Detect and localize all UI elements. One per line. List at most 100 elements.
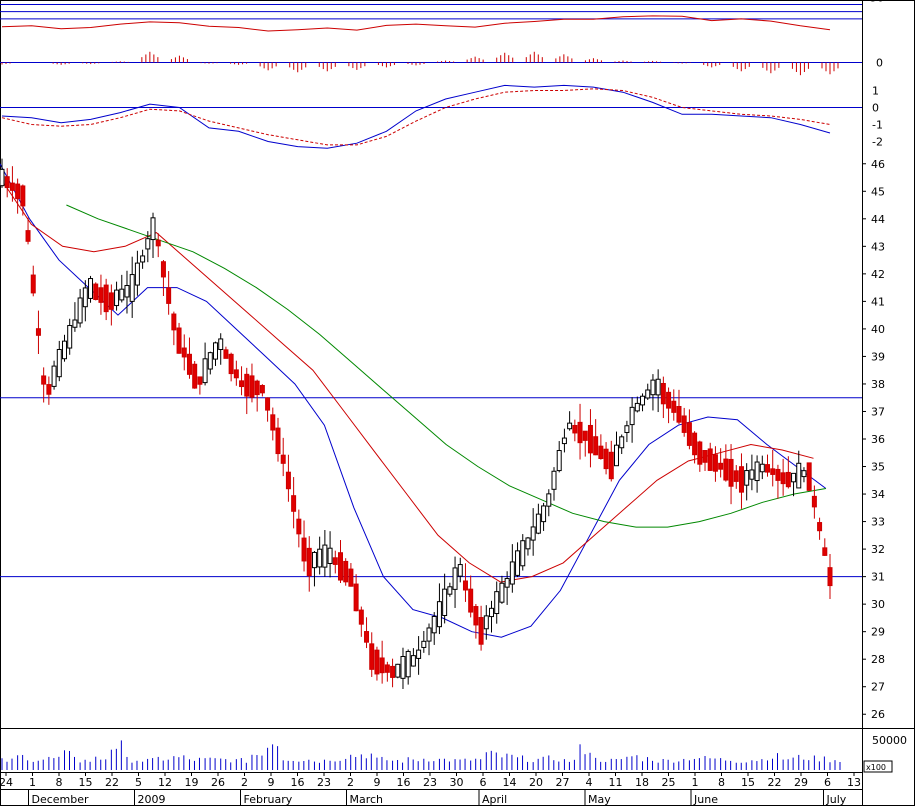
candle-body <box>707 448 713 471</box>
candle-body <box>629 406 635 426</box>
x-day-label: 9 <box>374 776 381 789</box>
candle-body <box>67 325 73 349</box>
price-tick-label: 33 <box>871 516 885 529</box>
candle-body <box>103 284 109 313</box>
x-month-label: April <box>482 793 507 806</box>
x-day-label: 1 <box>29 776 36 789</box>
candle-body <box>520 540 526 567</box>
candle-body <box>572 424 578 434</box>
x-month-label: May <box>588 793 611 806</box>
candle-body <box>431 615 437 634</box>
candle-body <box>259 385 265 394</box>
candle-body <box>88 278 94 299</box>
candle-body <box>489 607 495 618</box>
candle-body <box>213 342 219 360</box>
x-day-label: 6 <box>824 776 831 789</box>
candle-body <box>749 469 755 480</box>
candle-body <box>561 437 567 445</box>
x-month-label: June <box>693 793 718 806</box>
candle-body <box>291 495 297 512</box>
x-day-label: 2 <box>347 776 354 789</box>
candle-body <box>806 462 812 491</box>
candle-body <box>317 548 323 568</box>
candle-body <box>61 340 67 360</box>
candle-body <box>337 552 343 581</box>
candle-body <box>796 462 802 489</box>
x-month-label: March <box>350 793 384 806</box>
candle-body <box>681 415 687 433</box>
x-day-label: 2 <box>241 776 248 789</box>
candle-body <box>249 375 255 398</box>
candle-body <box>228 353 234 375</box>
candle-body <box>254 380 260 396</box>
histogram-tick-label: 0 <box>876 57 883 70</box>
candle-body <box>421 640 427 648</box>
candle-body <box>822 547 828 556</box>
candle-body <box>468 588 474 613</box>
macd-signal-line <box>1 88 831 146</box>
x-day-label: 16 <box>291 776 305 789</box>
candle-body <box>671 400 677 413</box>
candle-body <box>686 422 692 446</box>
candle-body <box>395 663 401 678</box>
candle-body <box>702 450 708 463</box>
x-day-label: 26 <box>211 776 225 789</box>
candle-body <box>35 328 41 336</box>
x-day-label: 15 <box>79 776 93 789</box>
candle-body <box>311 551 317 569</box>
candle-body <box>218 338 224 351</box>
price-tick-label: 29 <box>871 626 885 639</box>
candle-body <box>332 557 338 565</box>
candle-body <box>827 567 833 587</box>
candle-body <box>4 176 10 189</box>
candle-body <box>374 649 380 675</box>
candle-body <box>348 568 354 587</box>
candle-body <box>556 450 562 472</box>
x-day-label: 25 <box>662 776 676 789</box>
candle-body <box>322 544 328 568</box>
candle-body <box>20 185 26 207</box>
candle-body <box>817 522 823 532</box>
candle-body <box>306 547 312 577</box>
candle-body <box>660 382 666 405</box>
candle-body <box>436 601 442 628</box>
candle-body <box>791 472 797 483</box>
x-day-label: 1 <box>692 776 699 789</box>
macd-line <box>1 84 831 149</box>
price-tick-label: 41 <box>871 295 885 308</box>
x-day-label: 19 <box>185 776 199 789</box>
candle-body <box>46 384 52 395</box>
candle-body <box>452 567 458 590</box>
candle-body <box>223 349 229 359</box>
price-tick-label: 34 <box>871 488 885 501</box>
candle-body <box>171 313 177 331</box>
candle-body <box>160 261 166 278</box>
candle-body <box>723 458 729 481</box>
candle-body <box>82 287 88 308</box>
x-day-label: 15 <box>741 776 755 789</box>
candle-body <box>754 461 760 482</box>
candle-body <box>296 518 302 535</box>
price-tick-label: 28 <box>871 653 885 666</box>
candle-body <box>499 582 505 603</box>
candle-body <box>765 464 771 473</box>
candle-body <box>728 458 734 487</box>
candle-body <box>145 238 151 250</box>
medium-moving-average <box>0 177 814 583</box>
candle-body <box>744 470 750 486</box>
x-day-label: 5 <box>135 776 142 789</box>
candle-body <box>77 297 83 324</box>
price-tick-label: 44 <box>871 213 885 226</box>
candle-body <box>181 347 187 358</box>
candle-body <box>280 454 286 464</box>
candle-body <box>483 615 489 630</box>
candle-body <box>134 262 140 286</box>
x-day-label: 14 <box>503 776 517 789</box>
long-moving-average <box>66 204 826 528</box>
candle-body <box>613 444 619 467</box>
candle-body <box>535 513 541 534</box>
candle-body <box>697 441 703 465</box>
